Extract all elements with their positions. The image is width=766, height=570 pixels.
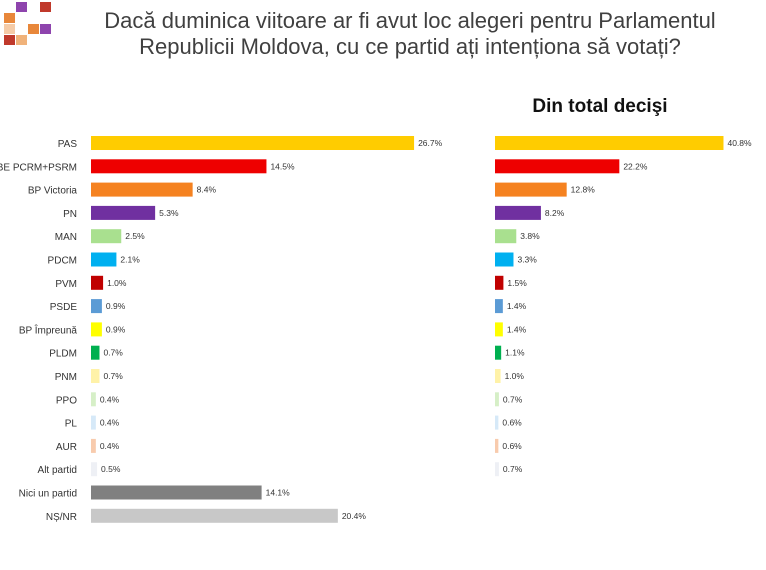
value-label: 1.4% [507,324,527,334]
bar [91,299,102,314]
bar [495,229,517,244]
value-label: 8.2% [545,208,565,218]
value-label: 3.8% [520,231,540,241]
value-label: 0.6% [502,441,522,451]
value-label: 0.4% [100,394,120,404]
bar [91,159,267,174]
value-label: 5.3% [159,208,179,218]
category-label: BP Împreună [19,323,78,336]
bar [495,322,503,337]
category-label: PLDM [49,349,77,360]
bar [495,369,501,383]
bar [495,252,514,267]
value-label: 14.1% [266,488,291,498]
bar [91,205,156,220]
bar [91,229,122,244]
decided-voters-bar-chart: 40.8% 22.2% 12.8% 8.2% 3.8% 3.3% 1.5% 1.4% 1.4% 1… [495,136,752,477]
value-label: 0.7% [103,348,123,358]
category-label: PAS [58,139,78,150]
category-label: AUR [56,442,77,453]
bar [91,462,98,477]
bar [495,345,502,360]
decided-chart-title: Din total decişi [532,96,668,117]
bar [91,438,96,453]
category-label: PDCM [48,256,77,267]
value-label: 0.9% [106,324,126,334]
value-label: 40.8% [727,138,752,148]
category-label: PL [65,419,78,430]
category-label: NȘ/NR [46,512,77,523]
value-label: 1.1% [505,348,525,358]
category-label: PNM [55,372,77,383]
bar [91,252,117,267]
bar [91,182,193,197]
bar [91,369,100,383]
category-label: BE PCRM+PSRM [0,162,77,173]
bar [495,182,567,197]
bar [495,299,503,314]
bar [91,275,104,290]
value-label: 8.4% [197,185,217,195]
value-label: 0.9% [106,301,126,311]
category-label: PVM [55,279,77,290]
bar [495,415,499,430]
category-label: PPO [56,395,77,406]
logo-tile [40,24,51,34]
category-label: PN [63,209,77,220]
bar [91,392,96,407]
value-label: 1.0% [505,371,525,381]
value-label: 20.4% [342,511,367,521]
value-label: 2.5% [125,231,145,241]
logo-tile [16,2,27,12]
value-label: 0.4% [100,418,120,428]
value-label: 0.7% [503,394,523,404]
value-label: 0.6% [502,418,522,428]
logo-tile [4,35,15,45]
all-respondents-bar-chart: PAS 26.7% BE PCRM+PSRM 14.5% BP Victoria 8.4%… [0,136,443,523]
value-label: 0.5% [101,464,121,474]
logo-tile [4,24,15,34]
logo-tile [40,2,51,12]
bar [495,205,541,220]
bar [495,275,504,290]
page-title: Dacă duminica viitoare ar fi avut loc al… [60,8,760,60]
brand-logo [4,2,51,45]
value-label: 0.7% [103,371,123,381]
bar [91,345,100,360]
title-line-2: Republicii Moldova, cu ce partid ați int… [139,34,681,59]
category-label: PSDE [50,302,78,313]
bar [91,485,262,500]
bar [495,392,499,407]
bar [495,159,620,174]
value-label: 0.4% [100,441,120,451]
value-label: 2.1% [120,255,140,265]
logo-tile [4,13,15,23]
value-label: 1.4% [507,301,527,311]
value-label: 12.8% [571,185,596,195]
bar [495,438,499,453]
bar [495,136,724,150]
category-label: BP Victoria [28,186,78,197]
value-label: 14.5% [270,161,295,171]
value-label: 3.3% [517,255,537,265]
logo-tile [16,35,27,45]
bar [91,322,102,337]
category-label: MAN [55,232,77,243]
value-label: 1.0% [107,278,127,288]
title-line-1: Dacă duminica viitoare ar fi avut loc al… [104,8,716,33]
value-label: 0.7% [503,464,523,474]
logo-tile [28,24,39,34]
bar [91,136,415,150]
bar [495,462,499,477]
bar [91,415,96,430]
bar [91,508,338,523]
category-label: Alt partid [38,465,77,476]
category-label: Nici un partid [19,489,77,500]
value-label: 26.7% [418,138,443,148]
value-label: 1.5% [507,278,527,288]
value-label: 22.2% [623,161,648,171]
